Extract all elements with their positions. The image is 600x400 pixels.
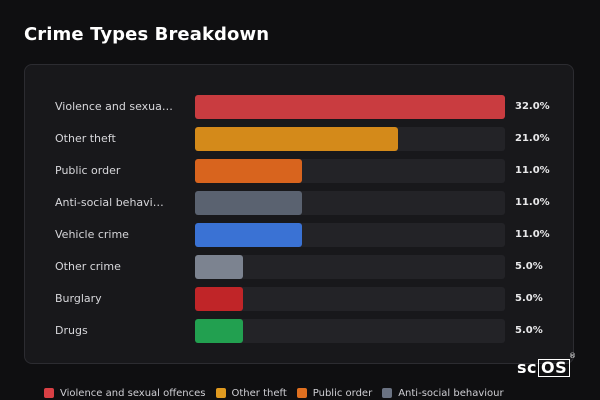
legend-label: Public order xyxy=(312,387,373,399)
bar xyxy=(195,319,243,343)
bar-row: Public order 11.0% xyxy=(25,159,573,183)
bar-track xyxy=(195,95,505,119)
bar-row: Vehicle crime 11.0% xyxy=(25,223,573,247)
bar xyxy=(195,223,302,247)
bar-row: Other crime 5.0% xyxy=(25,255,573,279)
category-label: Drugs xyxy=(55,324,88,337)
legend-item: Public order xyxy=(296,386,373,400)
bar-track xyxy=(195,319,505,343)
bar-row: Anti-social behavi… 11.0% xyxy=(25,191,573,215)
bar-row: Drugs 5.0% xyxy=(25,319,573,343)
value-label: 11.0% xyxy=(515,197,550,208)
category-label: Vehicle crime xyxy=(55,228,129,241)
bar-track xyxy=(195,287,505,311)
bar-track xyxy=(195,191,505,215)
bar xyxy=(195,287,243,311)
chart-title: Crime Types Breakdown xyxy=(24,24,270,45)
category-label: Burglary xyxy=(55,292,102,305)
legend-item: Other theft xyxy=(215,386,287,400)
value-label: 11.0% xyxy=(515,229,550,240)
category-label: Anti-social behavi… xyxy=(55,196,164,209)
bar xyxy=(195,95,505,119)
bar xyxy=(195,159,302,183)
value-label: 5.0% xyxy=(515,293,543,304)
value-label: 32.0% xyxy=(515,101,550,112)
legend-item: Anti-social behaviour xyxy=(382,386,504,400)
legend-swatch xyxy=(296,388,307,398)
legend-label: Other theft xyxy=(231,387,287,399)
category-label: Other theft xyxy=(55,132,116,145)
chart-legend: Violence and sexual offences Other theft P… xyxy=(44,386,504,400)
bar xyxy=(195,191,302,215)
bar xyxy=(195,255,243,279)
legend-item: Violence and sexual offences xyxy=(44,386,206,400)
category-label: Public order xyxy=(55,164,121,177)
legend-swatch xyxy=(44,388,54,398)
bar-row: Violence and sexua… 32.0% xyxy=(25,95,573,119)
bar xyxy=(195,127,398,151)
category-label: Violence and sexua… xyxy=(55,100,173,113)
bar-track xyxy=(195,159,505,183)
bar-track xyxy=(195,127,505,151)
value-label: 11.0% xyxy=(515,165,550,176)
legend-swatch xyxy=(382,388,393,398)
value-label: 21.0% xyxy=(515,133,550,144)
legend-label: Violence and sexual offences xyxy=(60,387,206,399)
legend-label: Anti-social behaviour xyxy=(398,387,504,399)
bar-track xyxy=(195,255,505,279)
bar-row: Burglary 5.0% xyxy=(25,287,573,311)
scos-logo: sc OS ® xyxy=(517,352,577,377)
category-label: Other crime xyxy=(55,260,121,273)
bar-row: Other theft 21.0% xyxy=(25,127,573,151)
chart-panel: Violence and sexua… 32.0% Other theft 21.0%… xyxy=(24,64,574,364)
legend-swatch xyxy=(215,388,226,398)
value-label: 5.0% xyxy=(515,325,543,336)
bar-track xyxy=(195,223,505,247)
value-label: 5.0% xyxy=(515,261,543,272)
